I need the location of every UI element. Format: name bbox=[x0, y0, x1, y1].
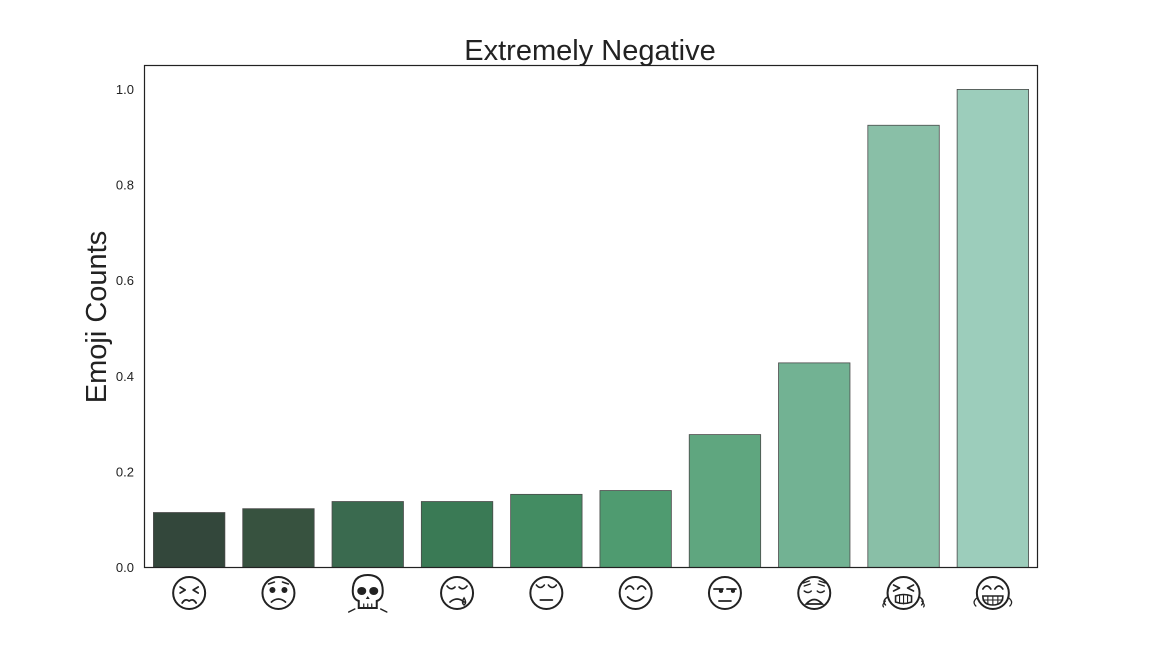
crying-face-icon bbox=[440, 576, 475, 610]
bar-smiling-face bbox=[599, 490, 672, 568]
bar-worried-face bbox=[242, 508, 315, 568]
chart-title: Extremely Negative bbox=[464, 35, 715, 67]
y-tick-label: 0.8 bbox=[116, 178, 134, 193]
relieved-face-icon bbox=[529, 576, 564, 610]
bar-relieved-face bbox=[510, 493, 583, 568]
bar-crying-face bbox=[420, 501, 494, 568]
y-tick-label: 1.0 bbox=[116, 82, 134, 97]
unamused-face-icon bbox=[707, 576, 742, 610]
grimacing-face-icon bbox=[973, 576, 1013, 610]
loudly-crying-face-icon bbox=[882, 576, 925, 610]
y-tick-label: 0.4 bbox=[116, 369, 134, 384]
worried-face-icon bbox=[261, 576, 296, 610]
plot-frame bbox=[143, 64, 1039, 569]
smiling-face-icon bbox=[618, 576, 653, 610]
bar-unamused-face bbox=[688, 434, 762, 568]
skull-icon bbox=[348, 573, 388, 613]
bars-layer bbox=[153, 89, 1029, 568]
y-ticks-layer: 0.0 0.2 0.4 0.6 0.8 1.0 bbox=[116, 82, 134, 575]
y-tick-label: 0.0 bbox=[116, 560, 134, 575]
y-axis-label: Emoji Counts bbox=[81, 231, 113, 403]
y-tick-label: 0.2 bbox=[116, 464, 134, 479]
bar-confounded-face bbox=[153, 512, 226, 568]
confounded-face-icon bbox=[172, 576, 207, 610]
bar-grimacing-face bbox=[956, 89, 1029, 568]
bar-weary-face bbox=[778, 362, 851, 568]
x-icons-layer bbox=[172, 573, 1013, 613]
y-tick-label: 0.6 bbox=[116, 273, 134, 288]
bar-skull bbox=[331, 501, 404, 568]
weary-face-icon bbox=[797, 576, 832, 610]
bar-loudly-crying-face bbox=[867, 124, 940, 568]
